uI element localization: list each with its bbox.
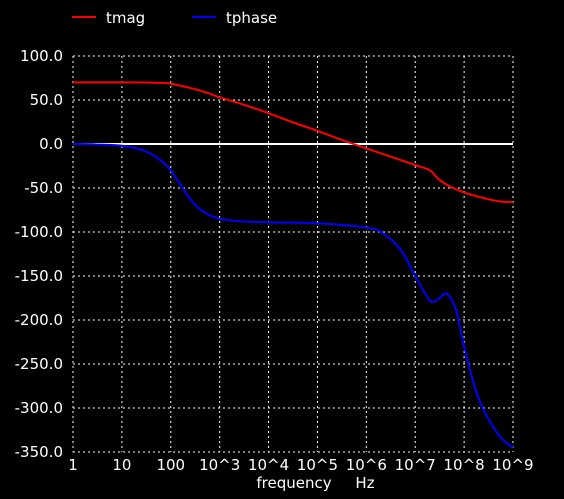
grid	[72, 55, 514, 453]
x-axis-unit: Hz	[355, 474, 374, 492]
legend-label-tmag: tmag	[106, 9, 145, 27]
y-tick-label: 100.0	[20, 47, 63, 65]
y-tick-label: -250.0	[15, 355, 63, 373]
x-tick-label: 10^3	[199, 456, 240, 474]
x-axis-label: frequency	[256, 474, 331, 492]
x-tick-label: 10	[112, 456, 131, 474]
x-tick-label: 10^9	[492, 456, 533, 474]
legend-label-tphase: tphase	[226, 9, 277, 27]
series-line-tmag	[72, 81, 514, 204]
x-tick-label: 100	[156, 456, 185, 474]
y-tick-label: -150.0	[15, 267, 63, 285]
y-tick-label: 50.0	[30, 91, 63, 109]
x-tick-label: 10^4	[248, 456, 289, 474]
legend: tmag tphase	[72, 9, 277, 27]
y-tick-label: -200.0	[15, 311, 63, 329]
x-tick-label: 10^5	[297, 456, 338, 474]
x-tick-label: 10^6	[346, 456, 387, 474]
y-tick-label: 0.0	[39, 135, 63, 153]
x-axis-ticks: 1 10 100 10^3 10^4 10^5 10^6 10^7 10^8 10^9	[68, 456, 533, 474]
x-tick-label: 10^8	[444, 456, 485, 474]
series-lines	[72, 81, 514, 449]
x-tick-label: 1	[68, 456, 78, 474]
y-tick-label: -300.0	[15, 399, 63, 417]
y-tick-label: -350.0	[15, 443, 63, 461]
x-tick-label: 10^7	[395, 456, 436, 474]
y-tick-label: -100.0	[15, 223, 63, 241]
y-tick-label: -50.0	[24, 179, 63, 197]
series-line-tphase	[72, 143, 514, 449]
y-axis-ticks: 100.0 50.0 0.0 -50.0 -100.0 -150.0 -200.0 -250.…	[15, 47, 63, 461]
